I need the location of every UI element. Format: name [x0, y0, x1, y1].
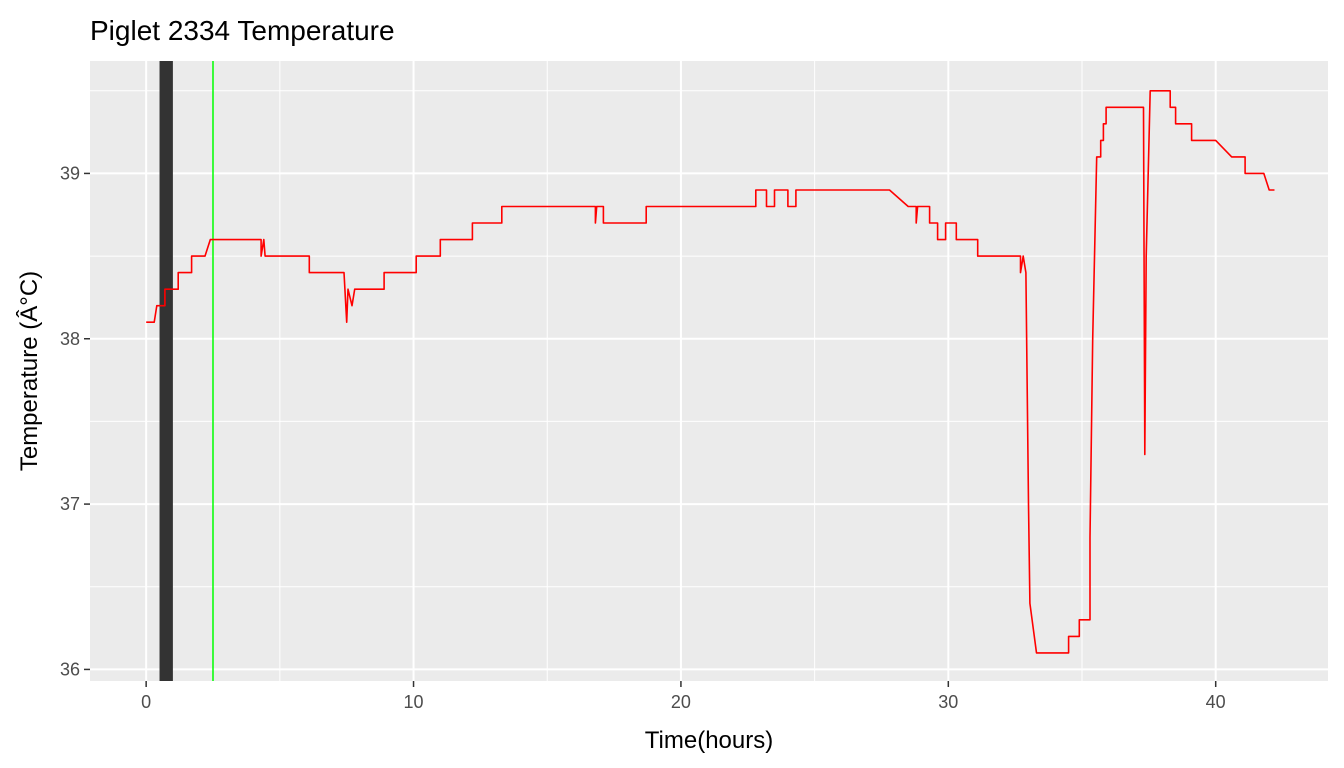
x-tick-label: 20: [671, 692, 691, 712]
chart-title: Piglet 2334 Temperature: [90, 15, 395, 46]
temperature-series-line: [146, 90, 1275, 654]
x-tick-label: 30: [938, 692, 958, 712]
y-axis: 36 37 38 39: [60, 163, 90, 679]
event-band: [159, 61, 173, 681]
series-layer: [146, 90, 1275, 654]
plot-panel: [90, 61, 1328, 681]
x-axis: 0 10 20 30 40: [141, 681, 1226, 712]
y-axis-title: Temperature (Â°C): [16, 271, 43, 471]
y-tick-label: 37: [60, 494, 80, 514]
major-gridlines: [90, 61, 1328, 681]
y-tick-label: 39: [60, 163, 80, 183]
x-tick-label: 40: [1206, 692, 1226, 712]
event-markers: [159, 61, 214, 681]
y-tick-label: 38: [60, 329, 80, 349]
x-axis-title: Time(hours): [645, 727, 773, 754]
y-tick-label: 36: [60, 659, 80, 679]
x-tick-label: 0: [141, 692, 151, 712]
x-tick-label: 10: [404, 692, 424, 712]
